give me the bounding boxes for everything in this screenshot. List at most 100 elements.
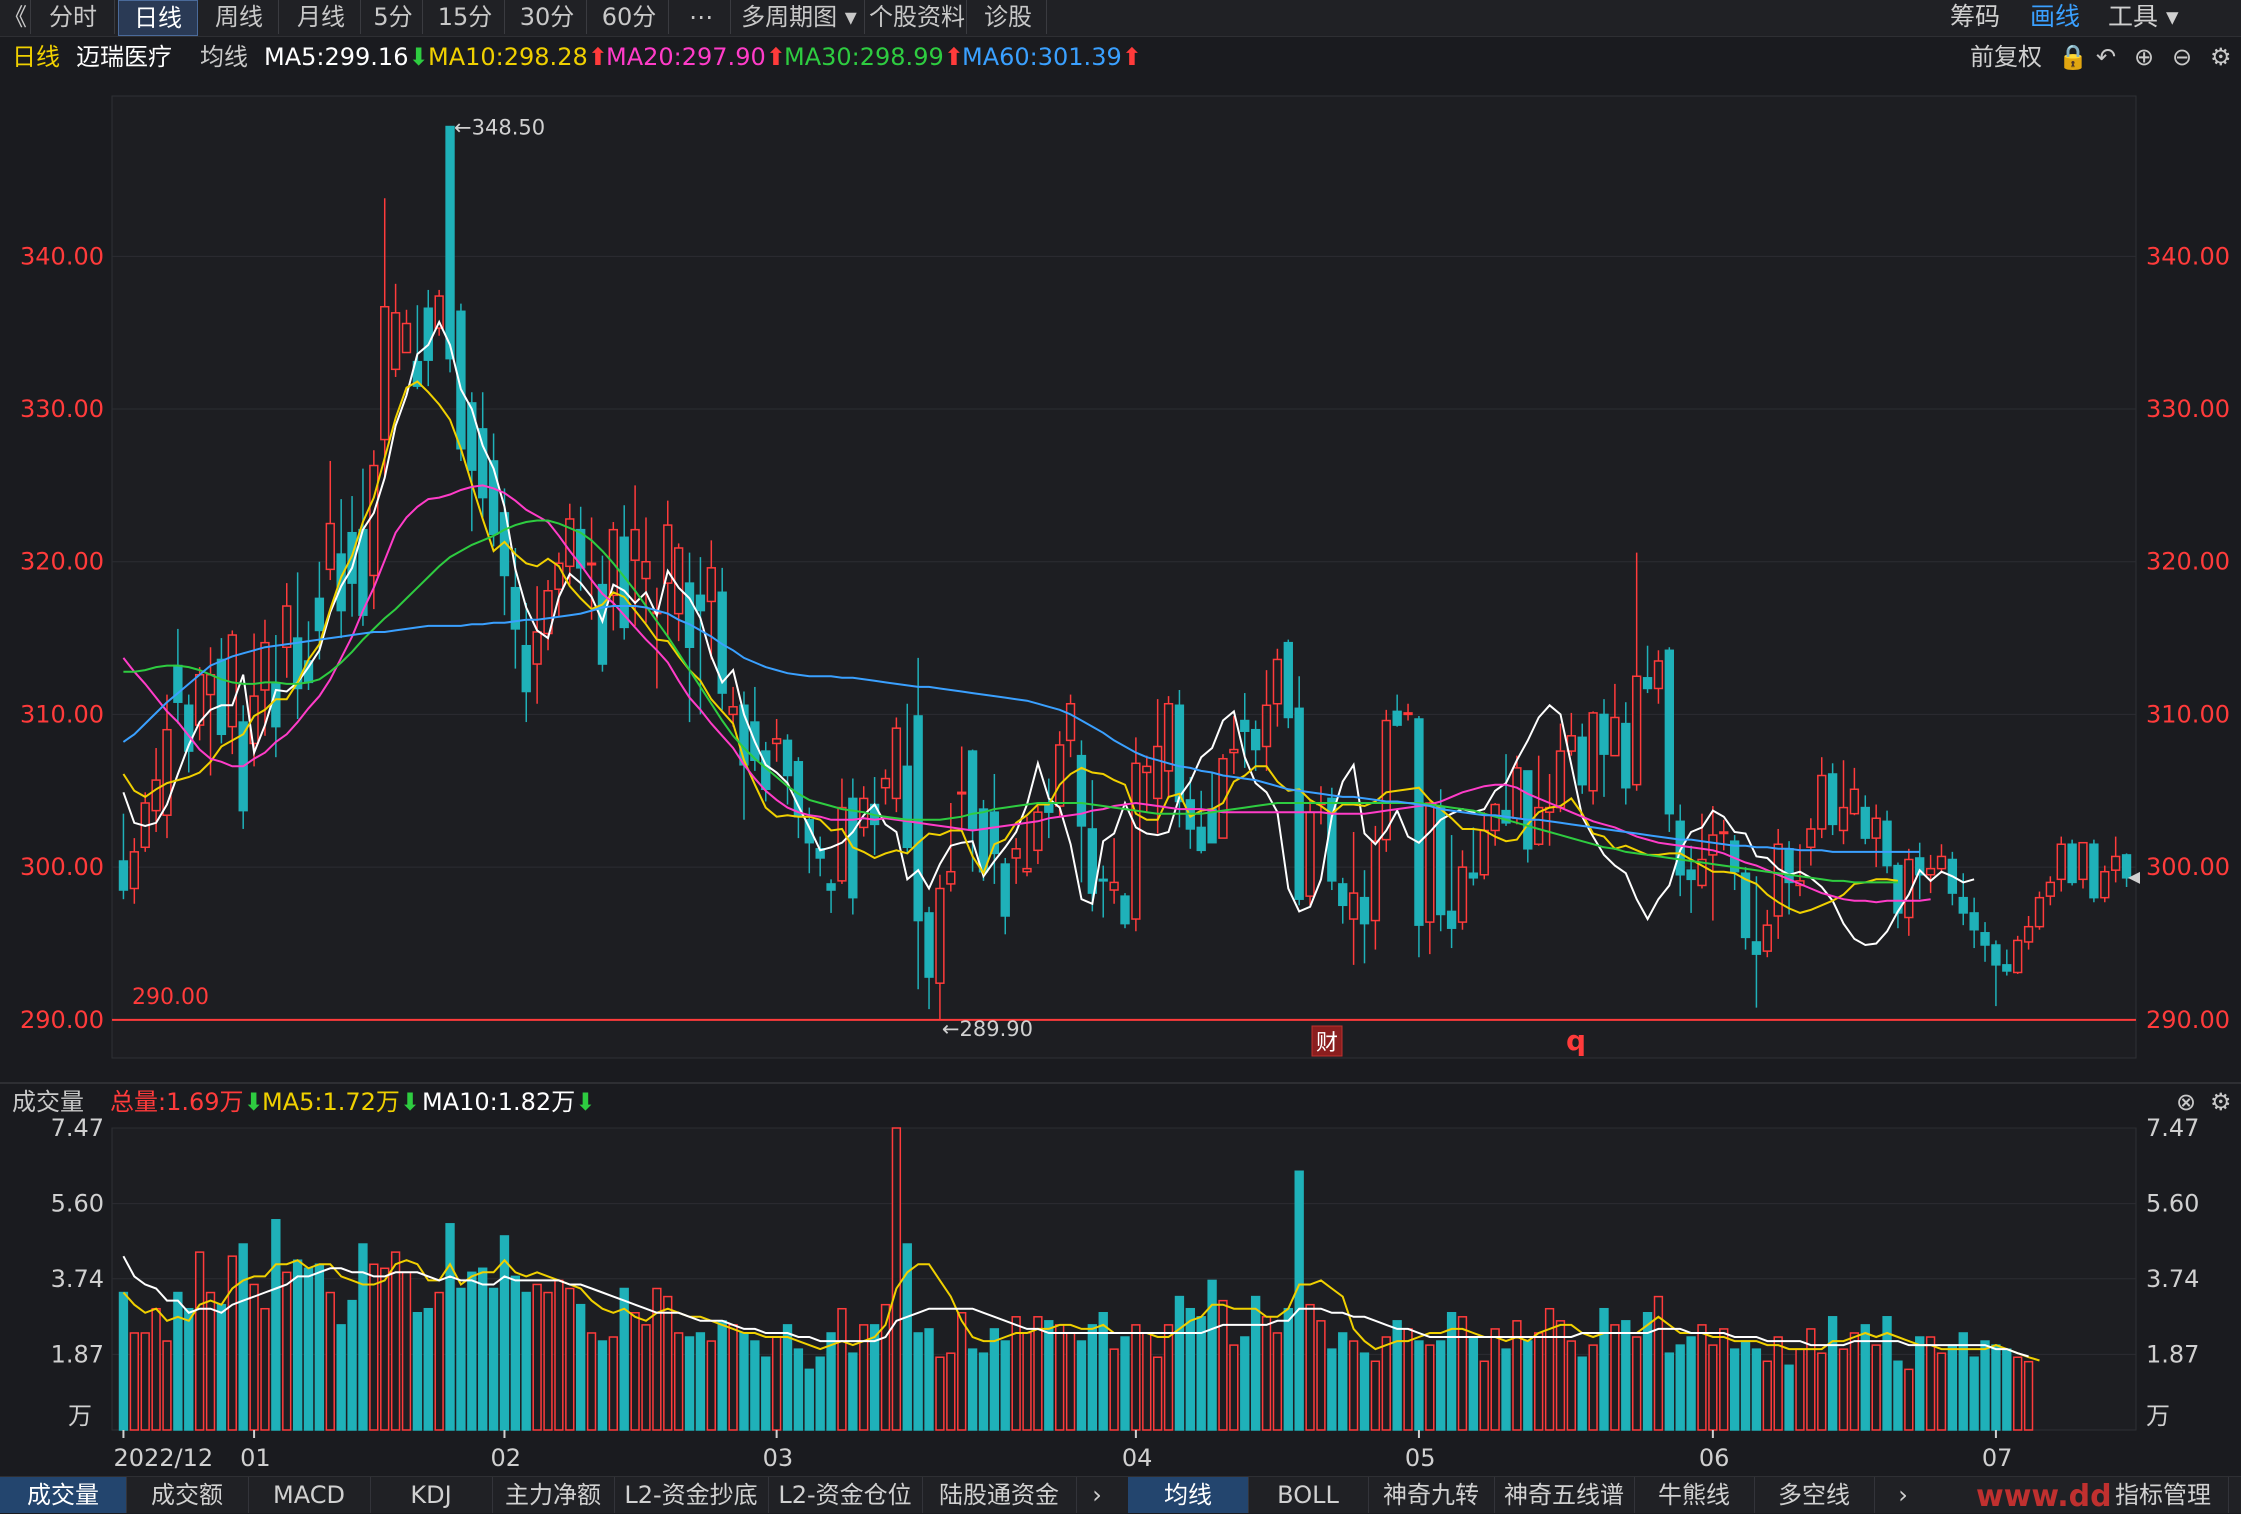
back-icon[interactable]: 《 [0, 0, 31, 34]
undo-icon[interactable]: ↶ [2096, 43, 2117, 71]
candle-body [1131, 762, 1141, 920]
overlay-tab-3[interactable]: 神奇五线谱 [1494, 1477, 1635, 1513]
candle [554, 552, 564, 617]
indicator-tab-2[interactable]: MACD [248, 1477, 371, 1513]
tab-11[interactable]: 诊股 [970, 0, 1047, 34]
candle-body [1740, 872, 1751, 939]
candle-body [2045, 881, 2056, 897]
volume-bar [1446, 1312, 1457, 1431]
indicator-manage-button[interactable]: 指标管理 [2098, 1477, 2229, 1513]
tab-7[interactable]: 60分 [590, 0, 669, 34]
volume-bar [2023, 1360, 2034, 1431]
tab-1[interactable]: 日线 [118, 0, 198, 36]
volume-bar [216, 1303, 227, 1431]
overlay-tab-4[interactable]: 牛熊线 [1634, 1477, 1755, 1513]
tab-2[interactable]: 周线 [200, 0, 279, 34]
chips-button[interactable]: 筹码 [1950, 2, 2001, 31]
candle [184, 694, 194, 773]
candle-body [325, 522, 335, 571]
candle-body [1773, 843, 1783, 917]
tab-0[interactable]: 分时 [32, 0, 115, 34]
tabs-next-icon-2[interactable]: › [1898, 1481, 1908, 1509]
draw-button[interactable]: 画线 [2030, 2, 2081, 31]
volume-bar [1588, 1344, 1598, 1431]
zoom-in-icon[interactable]: ⊕ [2134, 43, 2155, 71]
volume-settings-icon[interactable]: ⚙ [2210, 1088, 2232, 1116]
volume-bar [1697, 1324, 1707, 1431]
price-axis-label-left: 330.00 [20, 395, 104, 423]
candle-body [1283, 641, 1293, 719]
tab-4[interactable]: 5分 [364, 0, 423, 34]
candle-body [1958, 896, 1968, 914]
indicator-tab-7[interactable]: 陆股通资金 [922, 1477, 1077, 1513]
candle-body [282, 605, 292, 648]
candle [521, 602, 531, 723]
candle-body [173, 664, 183, 703]
indicator-tabs: 成交量 成交额 MACD KDJ 主力净额 L2-资金抄底 L2-资金仓位 陆股通资金 均线 BO… [0, 1476, 2241, 1514]
zoom-out-icon[interactable]: ⊖ [2172, 43, 2193, 71]
candle [2013, 935, 2023, 975]
candle-body [2002, 964, 2012, 972]
volume-bar [1065, 1332, 1076, 1431]
indicator-tab-3[interactable]: KDJ [370, 1477, 493, 1513]
overlay-tab-0[interactable]: 均线 [1128, 1477, 1249, 1513]
candle-body [1370, 840, 1381, 922]
overlay-tab-2[interactable]: 神奇九转 [1368, 1477, 1495, 1513]
tab-8[interactable]: ⋯ [672, 0, 731, 34]
indicator-tab-5[interactable]: L2-资金抄底 [614, 1477, 769, 1513]
volume-bar [1610, 1324, 1620, 1431]
volume-bar [314, 1263, 325, 1431]
candle [1860, 795, 1870, 845]
candle-body [728, 706, 738, 716]
volume-bar [1261, 1316, 1272, 1431]
candle [162, 694, 172, 839]
candle-body [2034, 896, 2045, 928]
volume-bar [880, 1303, 891, 1431]
volume-bar [1011, 1316, 1021, 1431]
lock-icon[interactable]: 🔒 [2058, 43, 2088, 71]
tabs-next-icon[interactable]: › [1092, 1481, 1102, 1509]
volume-bar [336, 1324, 346, 1431]
candle [1719, 819, 1729, 851]
candle-body [1109, 881, 1119, 891]
volume-bar [1436, 1340, 1446, 1431]
price-axis-label-right: 340.00 [2146, 242, 2230, 270]
overlay-tab-5[interactable]: 多空线 [1754, 1477, 1875, 1513]
close-panel-icon[interactable]: ⊗ [2176, 1088, 2197, 1116]
candle [597, 555, 608, 672]
candle-body [771, 738, 782, 745]
candle [1305, 799, 1315, 906]
x-tick-label: 06 [1699, 1444, 1730, 1472]
indicator-tab-1[interactable]: 成交额 [126, 1477, 249, 1513]
ma-line-ma10 [122, 380, 1899, 914]
settings-icon[interactable]: ⚙ [2210, 43, 2232, 71]
adjust-label[interactable]: 前复权 [1970, 43, 2042, 71]
indicator-tab-6[interactable]: L2-资金仓位 [768, 1477, 923, 1513]
tab-5[interactable]: 15分 [426, 0, 505, 34]
volume-bar [1229, 1344, 1239, 1431]
volume-bar [1109, 1348, 1119, 1431]
volume-bar [684, 1336, 695, 1431]
volume-bar [924, 1328, 934, 1431]
volume-bar [826, 1332, 836, 1431]
stock-name: 迈瑞医疗 [76, 43, 172, 71]
indicator-tab-0[interactable]: 成交量 [0, 1477, 127, 1513]
candle [1534, 755, 1544, 846]
volume-bar [717, 1320, 727, 1431]
volume-bar [1675, 1344, 1685, 1431]
tab-3[interactable]: 月线 [282, 0, 361, 34]
indicator-tab-4[interactable]: 主力净额 [492, 1477, 615, 1513]
price-chart: 290.00 290.00 300.00 300.00 310.00 310.00 320.… [20, 95, 2230, 1059]
volume-bar [1751, 1348, 1762, 1431]
volume-bar [1773, 1336, 1783, 1431]
volume-bar [1523, 1340, 1533, 1431]
tab-9[interactable]: 多周期图 ▾ [734, 0, 865, 34]
overlay-tab-1[interactable]: BOLL [1248, 1477, 1369, 1513]
volume-bar [1240, 1336, 1250, 1431]
volume-bar [1631, 1336, 1642, 1431]
tab-6[interactable]: 30分 [508, 0, 587, 34]
tab-10[interactable]: 个股资料 [868, 0, 967, 34]
tools-button[interactable]: 工具 ▾ [2108, 2, 2179, 31]
volume-bar [1729, 1348, 1740, 1431]
volume-bar [1294, 1170, 1304, 1431]
